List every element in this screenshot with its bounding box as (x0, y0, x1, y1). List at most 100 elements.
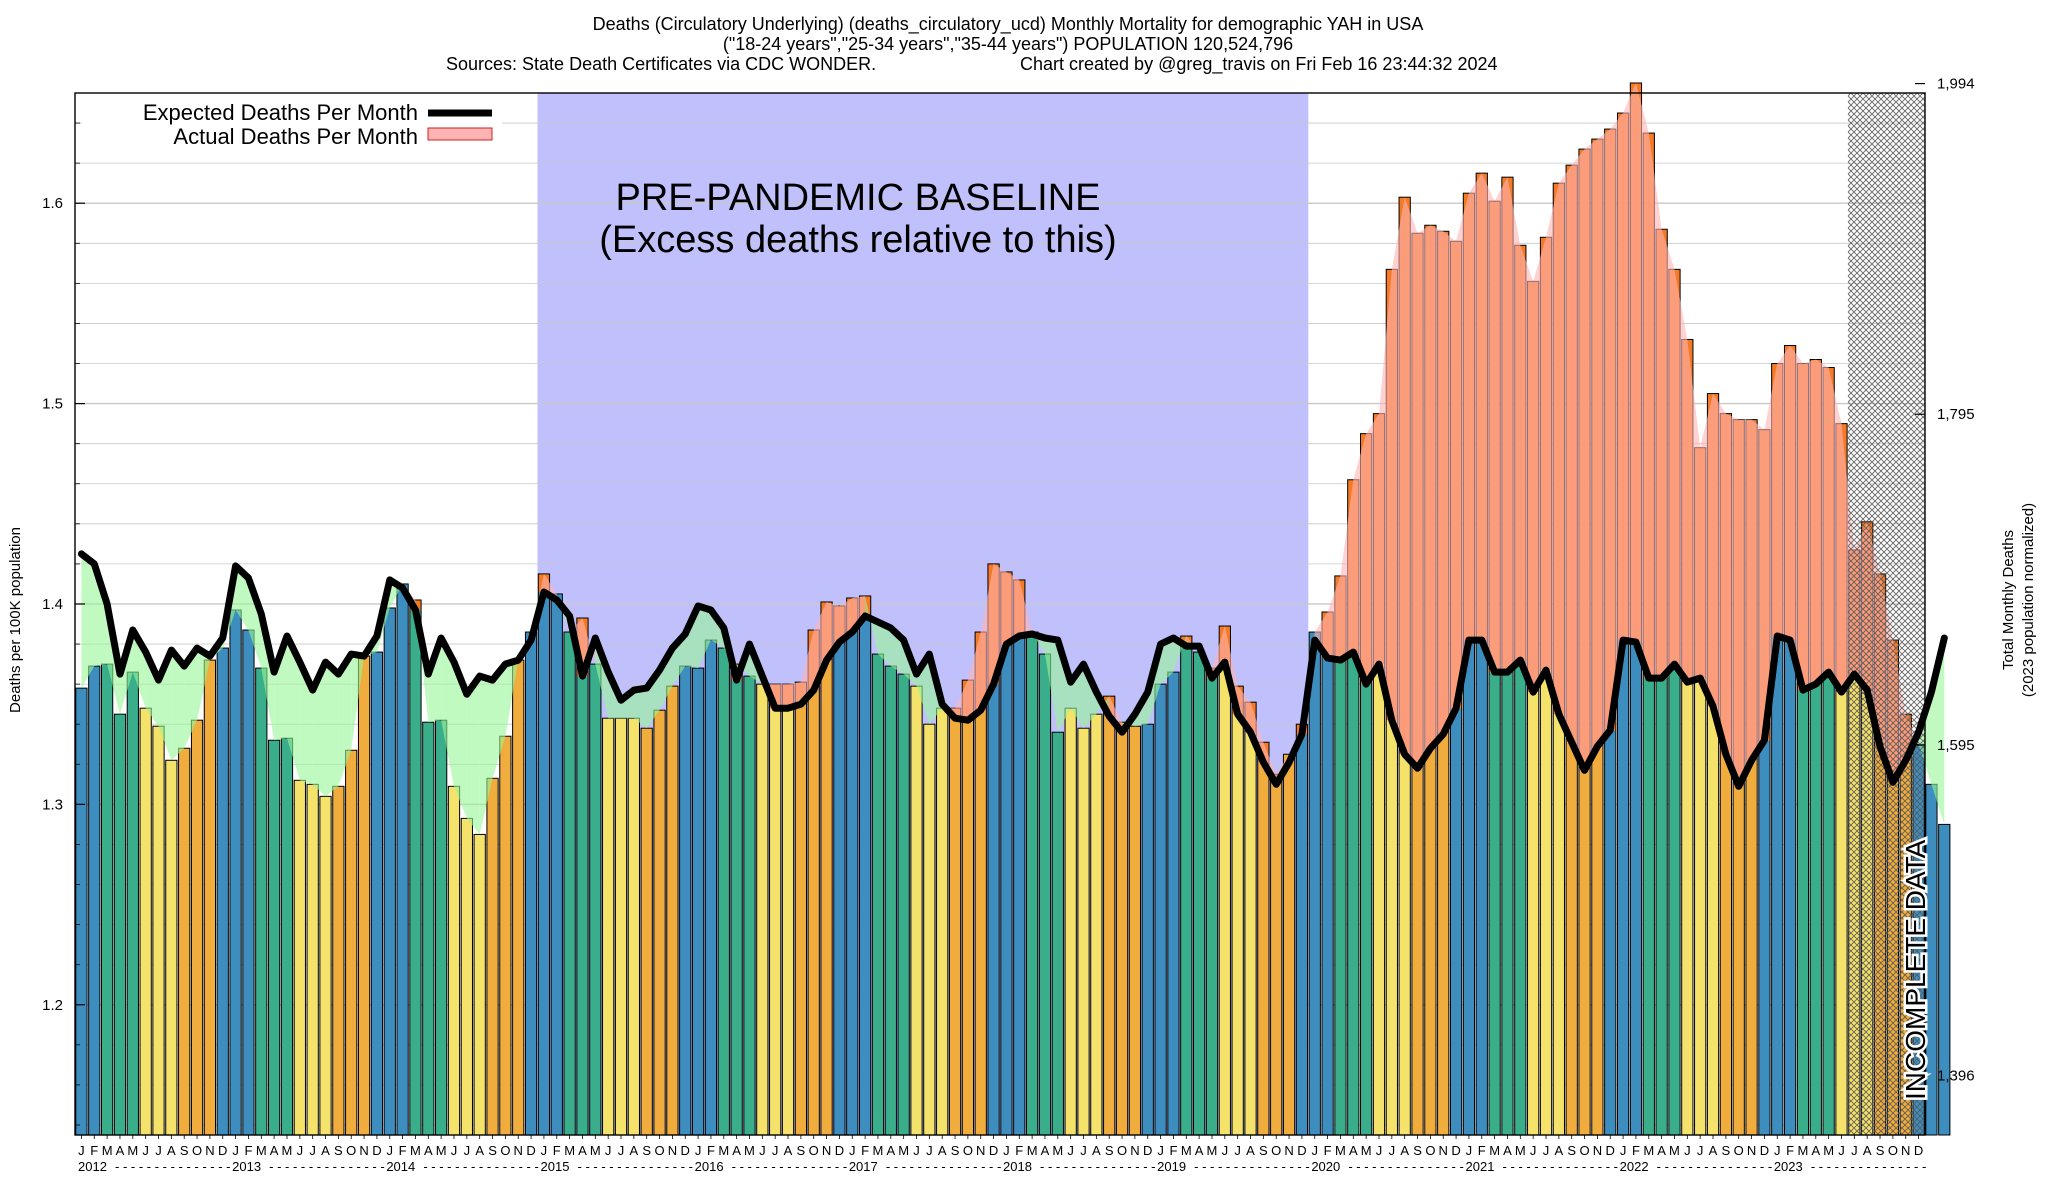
x-year-dashes: - - - - - - - - - - - - - - - (578, 1159, 694, 1174)
x-month-label: F (1478, 1143, 1486, 1158)
deviation-segment (428, 638, 442, 723)
x-month-label: F (1786, 1143, 1794, 1158)
x-month-label: J (155, 1143, 162, 1158)
y-tick-label: 1.3 (42, 796, 63, 813)
x-month-label: S (1105, 1143, 1114, 1158)
x-year-label: 2018 (1003, 1159, 1032, 1174)
legend-swatch-actual (427, 127, 493, 141)
x-year-label: 2014 (386, 1159, 415, 1174)
y2-tick-label: 1,994 (1937, 76, 1975, 93)
deviation-segment (1366, 413, 1379, 685)
x-month-label: O (1734, 1143, 1744, 1158)
bar (589, 663, 602, 1136)
x-year-label: 2019 (1157, 1159, 1186, 1174)
bar (949, 718, 961, 1135)
deviation-segment (1738, 419, 1752, 787)
x-month-label: M (873, 1143, 884, 1158)
x-month-label: M (1669, 1143, 1680, 1158)
deviation-segment (1404, 197, 1418, 769)
deviation-segment (1006, 571, 1020, 645)
x-month-label: M (1207, 1143, 1218, 1158)
x-month-label: M (1515, 1143, 1526, 1158)
legend-label-expected: Expected Deaths Per Month (143, 100, 418, 125)
bar (795, 704, 807, 1135)
x-month-label: M (1181, 1143, 1192, 1158)
x-month-label: A (1555, 1143, 1564, 1158)
deviation-segment (1725, 413, 1739, 787)
x-month-label: D (218, 1143, 227, 1158)
x-year-dashes: - - - - - - - - - - - - - - - (732, 1159, 848, 1174)
deviation-segment (351, 654, 365, 751)
baseline-label-line1: PRE-PANDEMIC BASELINE (616, 177, 1101, 219)
x-month-label: N (976, 1143, 985, 1158)
x-year-dashes: - - - - - - - - - - - - - - - (1657, 1159, 1773, 1174)
bar (1090, 713, 1103, 1136)
bar (1578, 770, 1591, 1135)
x-year-label: 2015 (541, 1159, 570, 1174)
x-month-label: D (1914, 1143, 1923, 1158)
incomplete-data-label: INCOMPLETE DATA (1900, 839, 1931, 1100)
deviation-segment (453, 662, 467, 819)
bar (936, 707, 949, 1136)
x-month-label: O (346, 1143, 356, 1158)
x-month-label: A (475, 1143, 484, 1158)
deviation-segment (299, 662, 313, 785)
x-month-label: F (1324, 1143, 1332, 1158)
x-month-label: J (1466, 1143, 1473, 1158)
deviation-segment (1468, 173, 1482, 641)
x-month-label: N (514, 1143, 523, 1158)
deviation-segment (633, 688, 647, 729)
incomplete-region (1847, 93, 1925, 1135)
deviation-segment (1057, 640, 1071, 733)
incomplete-hatch (1847, 93, 1925, 1135)
x-month-label: J (1222, 1143, 1229, 1158)
bar (1360, 684, 1372, 1135)
x-year-label: 2016 (695, 1159, 724, 1174)
bar (1103, 716, 1115, 1135)
bar (1347, 652, 1359, 1135)
chart-title: Deaths (Circulatory Underlying) (deaths_… (593, 14, 1424, 35)
bar (242, 629, 255, 1136)
x-year-dashes: - - - - - - - - - - - - - - - (1194, 1159, 1310, 1174)
x-year-dashes: - - - - - - - - - - - - - - - (886, 1159, 1002, 1174)
bar (1566, 742, 1578, 1135)
bar (1128, 725, 1142, 1136)
deviation-segment (1597, 129, 1611, 747)
x-month-label: A (1657, 1143, 1666, 1158)
bar (1206, 678, 1218, 1135)
bar (229, 609, 242, 1136)
deviation-segment (171, 650, 185, 761)
deviation-segment (1494, 177, 1508, 673)
bar (1180, 646, 1192, 1135)
bar (1745, 760, 1758, 1135)
x-month-label: J (1543, 1143, 1550, 1158)
chart-sources: Sources: State Death Certificates via CD… (446, 54, 876, 74)
bar (653, 709, 666, 1136)
x-year-dashes: - - - - - - - - - - - - - - - (1040, 1159, 1156, 1174)
x-month-label: A (732, 1143, 741, 1158)
bar (627, 717, 640, 1136)
x-month-label: O (192, 1143, 202, 1158)
x-year-dashes: - - - - - - - - - - - - - - - (115, 1159, 231, 1174)
x-month-label: M (564, 1143, 575, 1158)
bar (1386, 720, 1398, 1135)
x-month-label: S (334, 1143, 343, 1158)
x-month-label: D (372, 1143, 381, 1158)
bar (1514, 660, 1526, 1135)
x-month-label: O (963, 1143, 973, 1158)
bar (1038, 653, 1052, 1136)
bar (550, 593, 563, 1136)
deviation-segment (1353, 433, 1367, 685)
x-month-label: J (926, 1143, 933, 1158)
chart-subtitle: ("18-24 years","25-34 years","35-44 year… (723, 34, 1293, 54)
x-month-label: M (590, 1143, 601, 1158)
bar (1540, 670, 1552, 1135)
bar (923, 723, 936, 1136)
deviation-segment (325, 662, 339, 797)
bar (1527, 692, 1539, 1135)
x-month-label: A (424, 1143, 433, 1158)
deviation-segment (338, 654, 352, 787)
bar (1051, 731, 1064, 1136)
x-month-label: M (1798, 1143, 1809, 1158)
deviation-segment (1507, 177, 1521, 673)
